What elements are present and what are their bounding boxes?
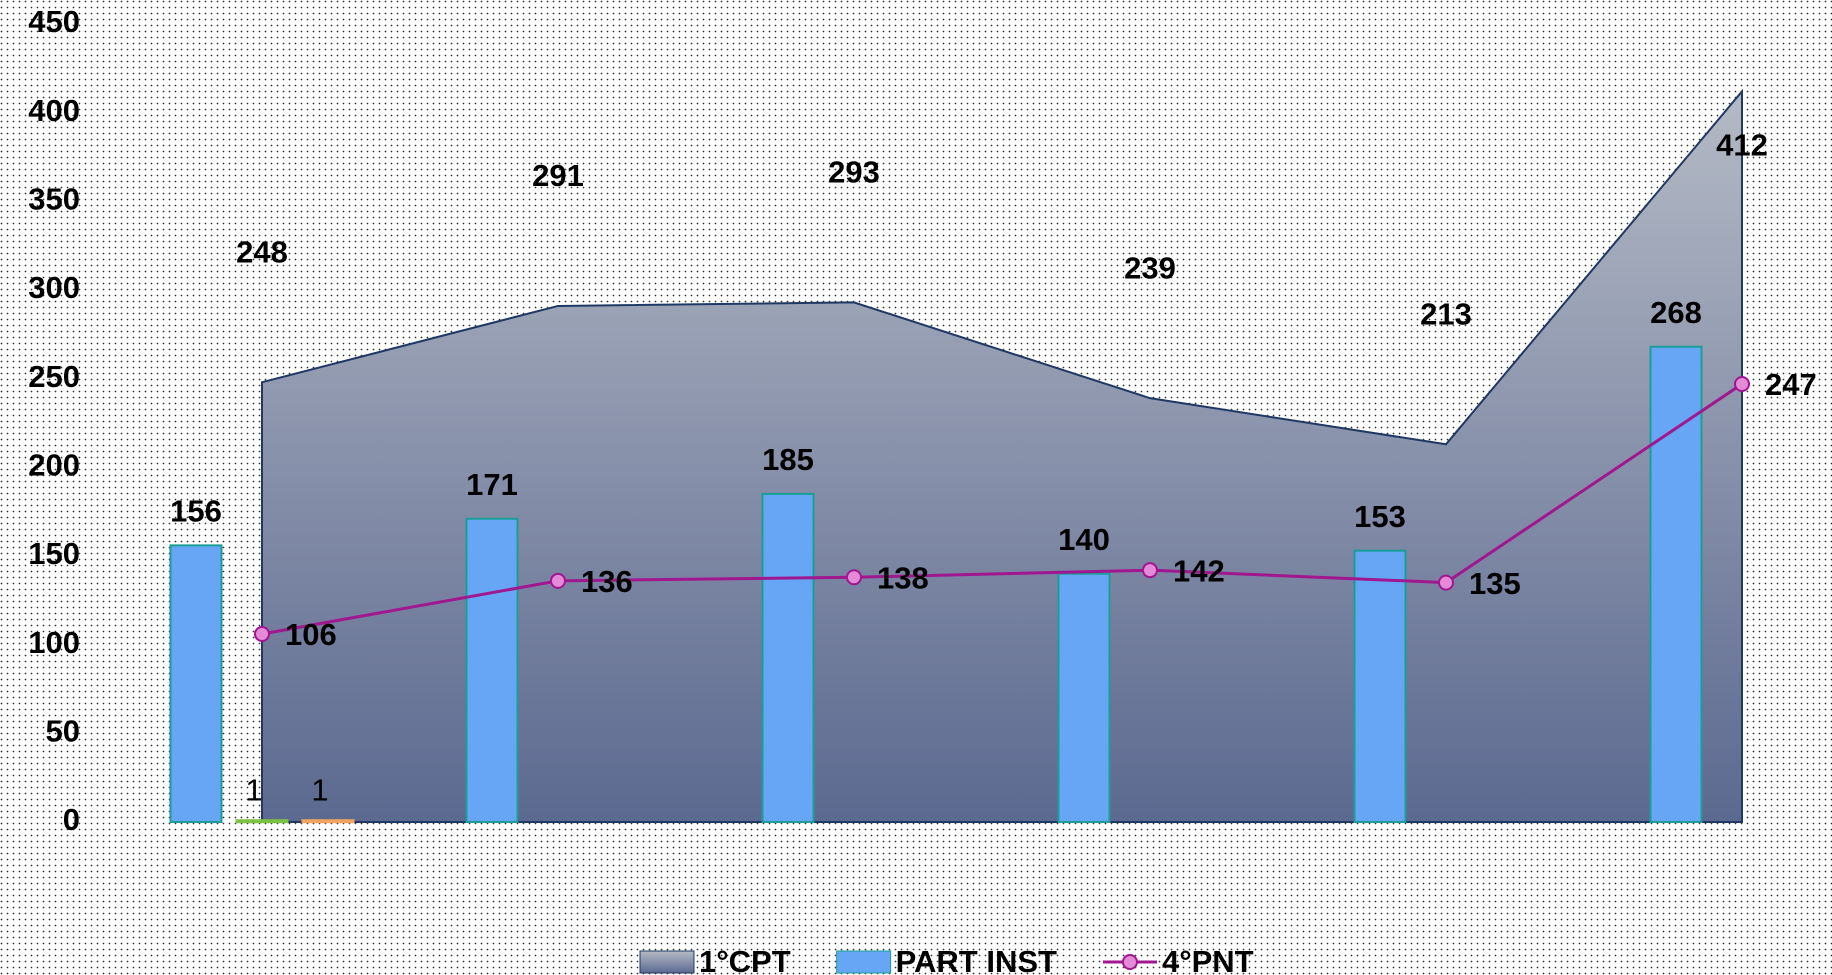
bar (169, 544, 223, 823)
data-label: 153 (1354, 499, 1406, 534)
y-tick-label: 450 (28, 4, 80, 39)
y-tick-label: 150 (28, 536, 80, 571)
bar (1649, 345, 1703, 823)
y-tick-label: 250 (28, 359, 80, 394)
legend-label: PART INST (896, 944, 1057, 975)
bar (1353, 549, 1407, 823)
data-label: 1 (311, 772, 328, 807)
marker (846, 569, 862, 586)
data-label: 248 (236, 234, 288, 269)
marker (1142, 562, 1158, 579)
data-label: 138 (877, 560, 929, 595)
bar (235, 819, 289, 824)
y-tick-label: 200 (28, 448, 80, 483)
data-label: 156 (170, 494, 222, 529)
data-label: 291 (532, 158, 584, 193)
bar (465, 517, 519, 823)
y-tick-label: 100 (28, 625, 80, 660)
marker (550, 572, 566, 589)
data-label: 106 (285, 617, 337, 652)
data-label: 171 (466, 467, 518, 502)
data-label: 140 (1058, 522, 1110, 557)
legend-label: 4°PNT (1162, 944, 1254, 975)
legend-swatch (1121, 954, 1138, 970)
y-tick-label: 400 (28, 93, 80, 128)
marker (1734, 375, 1750, 392)
legend-swatch (639, 950, 695, 974)
bar (301, 819, 355, 824)
bar (761, 492, 815, 823)
marker (1438, 574, 1454, 591)
y-tick-label: 350 (28, 182, 80, 217)
data-label: 185 (762, 442, 814, 477)
data-label: 135 (1469, 566, 1521, 601)
y-tick-label: 0 (63, 802, 80, 837)
data-label: 213 (1420, 296, 1472, 331)
legend-swatch (836, 950, 892, 974)
marker (254, 626, 270, 643)
bar (1057, 572, 1111, 823)
data-label: 142 (1173, 553, 1225, 588)
y-tick-label: 50 (46, 714, 80, 749)
line (261, 382, 1743, 636)
data-label: 1 (245, 772, 262, 807)
data-label: 293 (828, 155, 880, 190)
legend-label: 1°CPT (699, 944, 791, 975)
y-tick-label: 300 (28, 270, 80, 305)
data-label: 268 (1650, 295, 1702, 330)
data-label: 412 (1716, 128, 1768, 163)
data-label: 247 (1765, 367, 1817, 402)
data-label: 136 (581, 564, 633, 599)
data-label: 239 (1124, 250, 1176, 285)
